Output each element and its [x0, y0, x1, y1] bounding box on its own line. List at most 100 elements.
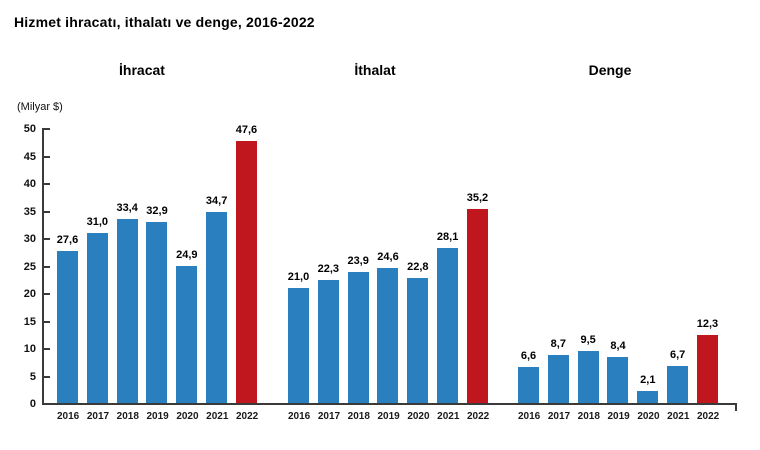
bar-group-i̇hracat: 27,6 31,0 33,4 32,9 24,9 34,7 47,6	[57, 124, 257, 403]
bar-wrap: 22,3	[317, 263, 339, 403]
y-tick-mark	[44, 375, 50, 378]
bar-value-label: 12,3	[696, 318, 719, 331]
bar-wrap: 9,5	[577, 334, 599, 403]
bar-wrap: 6,6	[518, 350, 539, 403]
x-tick-label: 2017	[547, 411, 571, 422]
x-tick-label: 2020	[637, 411, 660, 422]
x-tick-label: 2017	[317, 411, 341, 422]
bar-value-label: 32,9	[146, 205, 168, 218]
bar-wrap: 32,9	[146, 205, 168, 403]
y-tick-mark	[44, 155, 50, 158]
x-tick-label: 2020	[407, 411, 430, 422]
y-axis-unit-label: (Milyar $)	[17, 101, 63, 113]
bar-i̇thalat-2020	[407, 277, 429, 403]
x-tick-label: 2019	[607, 411, 630, 422]
x-tick-label: 2021	[206, 411, 229, 422]
x-axis-labels-denge: 2016 2017 2018 2019 2020 2021 2022	[518, 411, 719, 422]
bar-value-label: 33,4	[116, 202, 138, 215]
bar-wrap: 35,2	[466, 192, 488, 403]
y-tick-label: 10	[23, 343, 36, 355]
x-tick-label: 2016	[288, 411, 311, 422]
bar-denge-2020	[637, 391, 659, 403]
bar-value-label: 22,3	[317, 263, 340, 276]
bar-value-label: 35,2	[466, 192, 489, 205]
bar-i̇hracat-2017	[86, 232, 108, 403]
x-tick-label: 2018	[577, 411, 600, 422]
bar-i̇thalat-2018	[347, 271, 369, 403]
y-tick-mark	[44, 293, 50, 295]
bar-i̇hracat-2020	[176, 266, 198, 403]
bar-i̇thalat-2019	[377, 267, 399, 403]
y-tick-mark	[44, 238, 50, 240]
bar-denge-2019	[607, 356, 629, 403]
x-tick-label: 2021	[437, 411, 460, 422]
bar-wrap: 12,3	[696, 318, 718, 403]
bar-wrap: 27,6	[57, 234, 78, 403]
y-tick-mark	[44, 183, 50, 185]
bar-wrap: 47,6	[235, 124, 257, 403]
bar-group-i̇thalat: 21,0 22,3 23,9 24,6 22,8 28,1 35,2	[288, 128, 488, 403]
bar-value-label: 28,1	[436, 231, 459, 244]
x-tick-label: 2018	[116, 411, 139, 422]
bar-value-label: 31,0	[86, 215, 109, 228]
x-tick-label: 2020	[176, 411, 199, 422]
bar-wrap: 24,6	[377, 251, 399, 403]
bar-value-label: 8,7	[550, 338, 566, 351]
bar-wrap: 28,1	[437, 231, 459, 403]
y-tick-label: 50	[23, 123, 36, 135]
bar-i̇thalat-2021	[437, 248, 459, 403]
x-tick-label: 2022	[235, 411, 259, 422]
x-axis-baseline	[42, 403, 737, 405]
x-tick-label: 2022	[466, 411, 490, 422]
y-axis-line	[42, 128, 44, 405]
x-tick-label: 2016	[57, 411, 80, 422]
y-tick-label: 40	[23, 178, 36, 190]
y-tick-label: 30	[23, 233, 36, 245]
y-tick-mark	[44, 348, 50, 350]
bar-value-label: 27,6	[56, 234, 79, 247]
bar-i̇thalat-2022	[466, 209, 488, 403]
y-tick-label: 35	[23, 205, 36, 218]
y-tick-label: 0	[29, 398, 36, 410]
y-tick-mark	[44, 320, 50, 323]
bar-i̇thalat-2017	[317, 280, 339, 403]
x-axis-end-tick	[735, 403, 737, 411]
x-tick-label: 2017	[86, 411, 110, 422]
bar-group-denge: 6,6 8,7 9,5 8,4 2,1 6,7 12,3	[518, 128, 718, 403]
bar-value-label: 2,1	[640, 374, 656, 387]
bar-value-label: 9,5	[580, 333, 596, 346]
y-tick-mark	[44, 265, 50, 268]
bar-wrap: 23,9	[347, 255, 369, 403]
group-header-ithalat: İthalat	[354, 62, 396, 78]
chart-title: Hizmet ihracatı, ithalatı ve denge, 2016…	[14, 14, 315, 30]
group-header-denge: Denge	[588, 62, 632, 78]
bar-i̇hracat-2021	[206, 212, 228, 403]
bar-denge-2021	[667, 366, 689, 403]
bar-denge-2017	[547, 355, 569, 403]
bar-value-label: 21,0	[287, 270, 310, 283]
bar-value-label: 6,7	[669, 349, 686, 362]
bar-wrap: 33,4	[116, 202, 138, 403]
bar-value-label: 47,6	[235, 124, 258, 137]
bar-wrap: 8,7	[547, 338, 569, 403]
bar-i̇hracat-2022	[235, 141, 257, 403]
x-tick-label: 2018	[347, 411, 370, 422]
bar-value-label: 24,6	[377, 250, 399, 263]
bar-value-label: 34,7	[205, 195, 228, 208]
bar-value-label: 8,4	[610, 339, 626, 352]
bar-wrap: 24,9	[176, 249, 198, 403]
bar-value-label: 24,9	[176, 249, 198, 262]
bar-i̇thalat-2016	[288, 287, 309, 403]
x-tick-label: 2019	[146, 411, 169, 422]
group-header-ihracat: İhracat	[119, 62, 165, 78]
x-axis-labels-i̇hracat: 2016 2017 2018 2019 2020 2021 2022	[57, 411, 259, 422]
bar-value-label: 23,9	[347, 254, 369, 267]
bar-i̇hracat-2019	[146, 222, 168, 403]
bar-denge-2018	[577, 350, 599, 403]
y-tick-label: 25	[23, 260, 36, 273]
bar-wrap: 2,1	[637, 374, 659, 403]
y-tick-label: 15	[23, 315, 36, 328]
bar-value-label: 6,6	[520, 349, 537, 362]
bar-wrap: 6,7	[667, 349, 689, 403]
bar-denge-2022	[696, 335, 718, 403]
